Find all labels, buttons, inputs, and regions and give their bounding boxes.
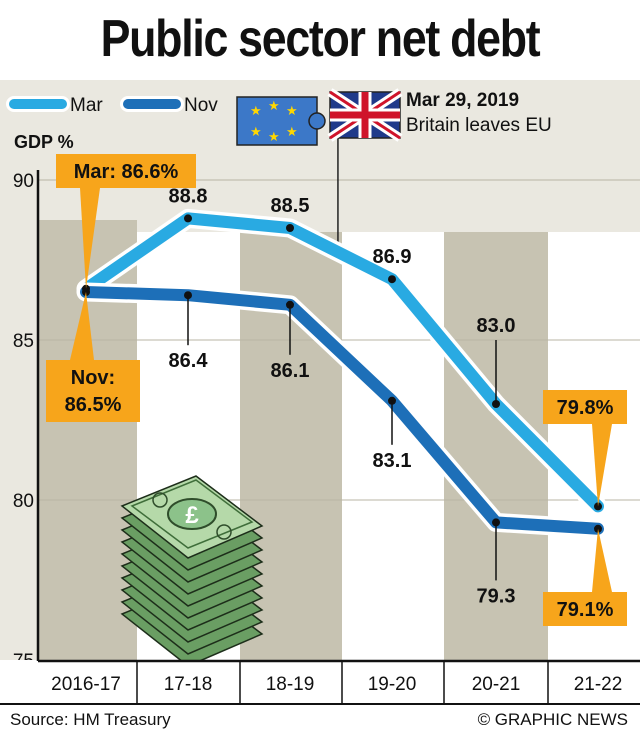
svg-text:★: ★ (268, 98, 280, 113)
x-tick-label: 18-19 (266, 674, 315, 695)
legend: Mar Nov (6, 95, 218, 116)
callout-mar-end: 79.8% (543, 390, 627, 424)
point-mar-18-19 (286, 224, 294, 232)
data-label-mar: 83.0 (477, 315, 516, 337)
data-label-nov: 86.4 (169, 350, 209, 372)
y-tick-label: 90 (13, 171, 34, 192)
callout-pointer-mar-end (592, 424, 612, 507)
callout-mar-start: Mar: 86.6% (56, 154, 196, 188)
y-tick-label: 85 (13, 331, 34, 352)
callout-nov-end: 79.1% (543, 592, 627, 626)
footer: Source: HM Treasury © GRAPHIC NEWS (0, 706, 640, 746)
svg-text:★: ★ (250, 124, 262, 139)
data-label-mar: 86.9 (373, 246, 412, 268)
data-label-mar: 88.8 (169, 185, 208, 207)
series-line-nov (80, 286, 604, 535)
callout-nov-start-line1: Nov: (71, 367, 115, 389)
credit-text: © GRAPHIC NEWS (477, 710, 628, 729)
x-tick-label: 2016-17 (51, 674, 121, 695)
annotation-date: Mar 29, 2019 (406, 90, 519, 111)
y-axis-label: GDP % (14, 132, 74, 152)
callout-nov-start: Nov: 86.5% (46, 360, 140, 422)
x-axis: 2016-17 17-18 18-19 19-20 20-21 21-22 (0, 170, 640, 706)
callout-pointer-mar-start (80, 188, 100, 289)
pound-icon: £ (185, 502, 199, 529)
y-tick-label: 80 (13, 491, 34, 512)
callout-mar-end-text: 79.8% (557, 397, 614, 419)
point-mar-17-18 (184, 214, 192, 223)
data-label-nov: 83.1 (373, 450, 412, 472)
svg-text:★: ★ (268, 129, 280, 144)
x-tick-label: 20-21 (472, 674, 521, 695)
callout-pointer-nov-end (592, 528, 612, 592)
source-text: Source: HM Treasury (10, 710, 171, 729)
uk-flag-icon (327, 88, 403, 142)
callout-nov-start-line2: 86.5% (65, 394, 122, 416)
svg-text:★: ★ (286, 103, 298, 118)
svg-text:★: ★ (250, 103, 262, 118)
callout-mar-start-text: Mar: 86.6% (74, 161, 179, 183)
chart: 75808590 GDP % £ 88.888.586.983.086.486.… (0, 80, 640, 706)
series-lines (76, 208, 608, 539)
banknote-stack-icon: £ (120, 475, 264, 667)
annotation-text: Britain leaves EU (406, 115, 552, 136)
legend-label-mar: Mar (70, 95, 103, 116)
point-mar-19-20 (388, 275, 396, 284)
callout-leaders (70, 188, 612, 592)
data-label-nov: 79.3 (477, 585, 516, 607)
data-label-mar: 88.5 (271, 195, 310, 217)
callout-pointer-nov-start (70, 292, 94, 360)
eu-flag-icon: ★ ★ ★ ★ ★ ★ (236, 96, 326, 146)
series-line-mar (80, 212, 604, 513)
x-tick-label: 19-20 (368, 674, 417, 695)
chart-title: Public sector net debt (100, 10, 541, 68)
svg-text:★: ★ (286, 124, 298, 139)
x-tick-label: 17-18 (164, 674, 213, 695)
callout-nov-end-text: 79.1% (557, 599, 614, 621)
data-label-nov: 86.1 (271, 360, 310, 382)
x-tick-label: 21-22 (574, 674, 623, 695)
legend-label-nov: Nov (184, 95, 218, 116)
data-labels: 88.8 88.5 86.9 83.0 86.4 86.1 83.1 79.3 (169, 185, 516, 607)
